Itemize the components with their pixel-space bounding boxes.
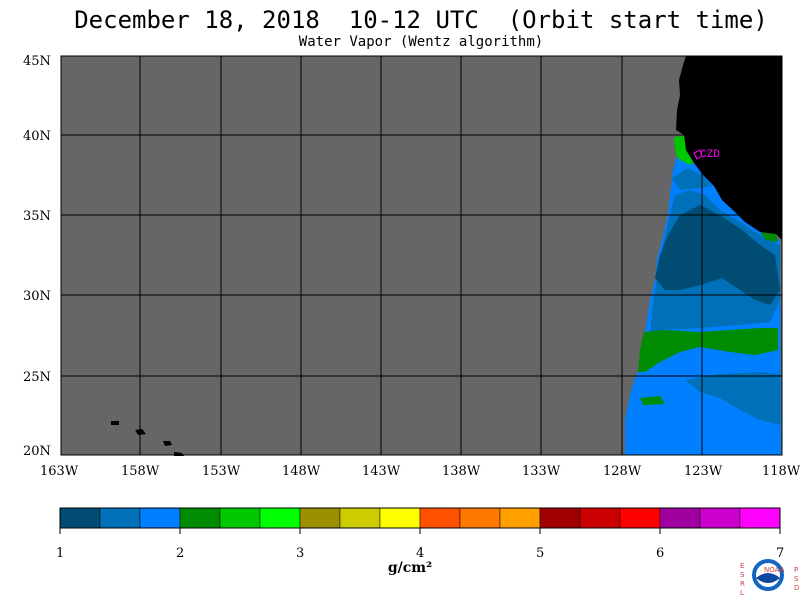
colorbar-swatch <box>219 507 261 529</box>
colorbar-tick-labels: 1 2 3 4 5 6 7 <box>56 546 784 561</box>
colorbar-swatch <box>339 507 381 529</box>
esrl-letter: L <box>740 589 744 597</box>
colorbar-swatch <box>499 507 541 529</box>
latitude-labels: 45N 40N 35N 30N 25N 20N <box>23 54 51 459</box>
esrl-letter: R <box>740 580 745 588</box>
colorbar-tick-label: 1 <box>56 546 64 561</box>
colorbar-swatch <box>459 507 501 529</box>
vapor-region-green-patch-a <box>640 396 665 405</box>
colorbar-tick-label: 6 <box>656 546 664 561</box>
colorbar-swatch <box>59 507 101 529</box>
colorbar-tick-label: 3 <box>296 546 304 561</box>
lat-label: 35N <box>23 209 51 224</box>
noaa-logo-text: NOAA <box>764 566 785 574</box>
water-vapor-field <box>625 136 781 455</box>
lon-label: 123W <box>684 464 723 479</box>
noaa-logo: NOAA E S R L P S D <box>740 557 799 597</box>
colorbar-swatch <box>99 507 141 529</box>
page-subtitle: Water Vapor (Wentz algorithm) <box>298 34 544 50</box>
station-marker: CZD <box>693 149 720 161</box>
station-label: CZD <box>700 149 720 161</box>
lat-label: 20N <box>23 444 51 459</box>
colorbar-swatch <box>619 507 661 529</box>
map-frame <box>60 55 783 456</box>
colorbar-swatch <box>139 507 181 529</box>
psd-letter: D <box>794 584 799 592</box>
psd-letter: P <box>794 566 798 574</box>
lon-label: 143W <box>362 464 401 479</box>
lat-label: 25N <box>23 370 51 385</box>
colorbar-swatch <box>579 507 621 529</box>
colorbar-tick-label: 2 <box>176 546 184 561</box>
lat-label: 40N <box>23 129 51 144</box>
lat-label: 45N <box>23 54 51 69</box>
colorbar-swatch <box>699 507 741 529</box>
vapor-region-green-band <box>638 328 778 372</box>
colorbar-swatch <box>379 507 421 529</box>
lon-label: 153W <box>202 464 241 479</box>
lon-label: 133W <box>522 464 561 479</box>
colorbar-swatch <box>419 507 461 529</box>
psd-letter: S <box>794 575 799 583</box>
colorbar-swatch <box>539 507 581 529</box>
lon-label: 128W <box>603 464 642 479</box>
lon-label: 138W <box>442 464 481 479</box>
colorbar-tick-label: 4 <box>416 546 424 561</box>
lon-label: 163W <box>40 464 79 479</box>
colorbar-swatch <box>179 507 221 529</box>
colorbar-tick-label: 5 <box>536 546 544 561</box>
lat-label: 30N <box>23 289 51 304</box>
longitude-labels: 163W 158W 153W 148W 143W 138W 133W 128W … <box>40 464 800 479</box>
lon-label: 118W <box>762 464 800 479</box>
colorbar <box>59 507 781 534</box>
esrl-letter: S <box>740 571 745 579</box>
colorbar-swatch <box>739 507 781 529</box>
lon-label: 148W <box>282 464 321 479</box>
colorbar-swatch <box>259 507 301 529</box>
vapor-region-green-patch-se <box>760 232 778 242</box>
graticule <box>61 56 782 455</box>
vapor-region-dark-blue <box>655 205 780 305</box>
vapor-region-medium-blue-south <box>685 372 780 425</box>
colorbar-tick-label: 7 <box>776 546 784 561</box>
esrl-letter: E <box>740 562 744 570</box>
colorbar-swatch <box>659 507 701 529</box>
colorbar-unit: g/cm² <box>387 560 433 576</box>
lon-label: 158W <box>121 464 160 479</box>
colorbar-swatch <box>299 507 341 529</box>
page-title: December 18, 2018 10-12 UTC (Orbit start… <box>74 6 768 34</box>
